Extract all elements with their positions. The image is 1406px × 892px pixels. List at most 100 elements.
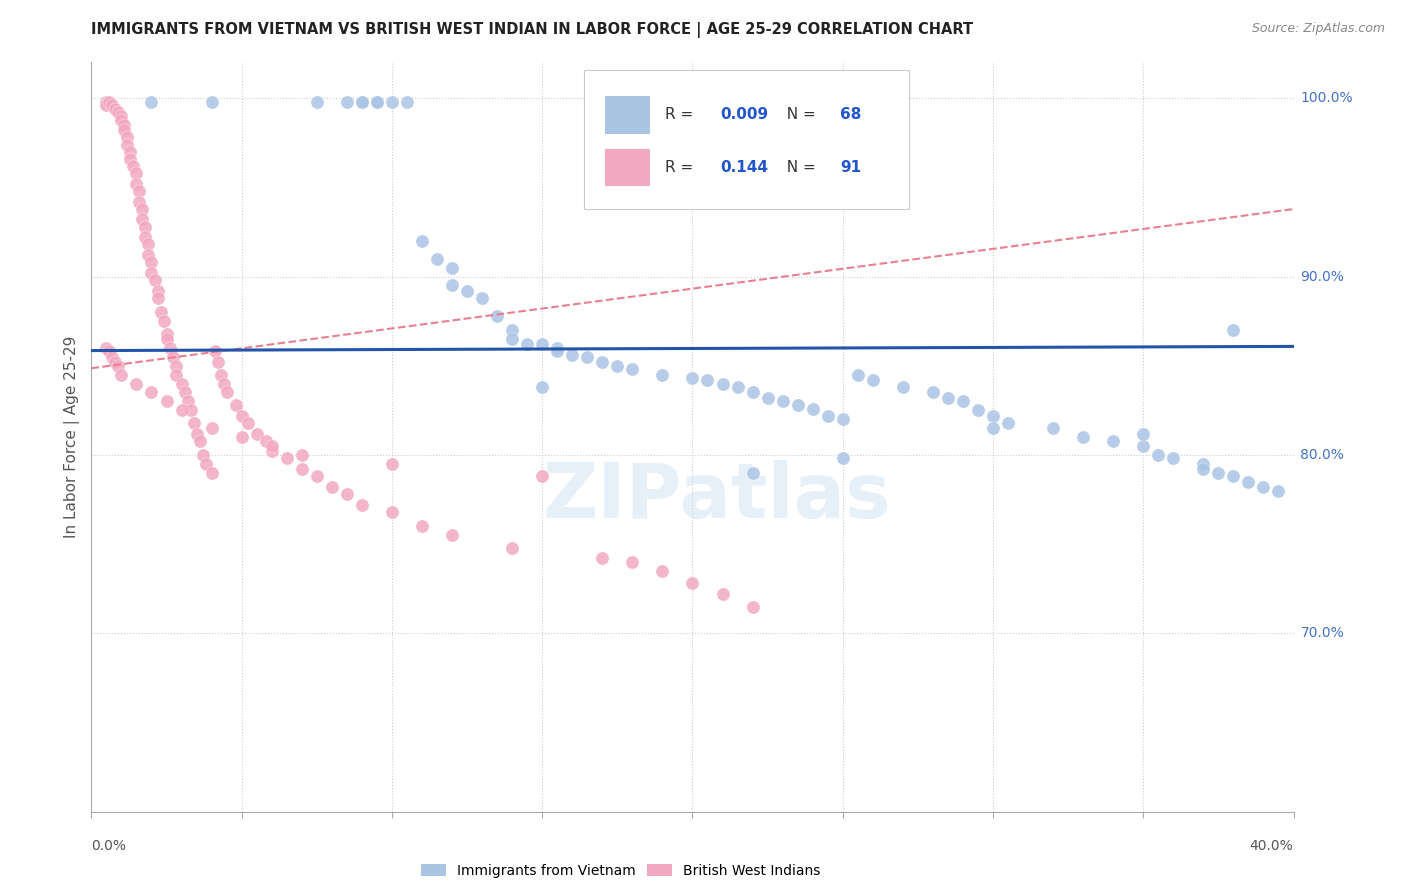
Point (1237, 475, 1260, 489)
Point (107, 105, 129, 120)
Point (336, 487, 359, 501)
Point (254, 434, 277, 448)
Text: 68: 68 (841, 107, 862, 122)
Point (1192, 457, 1215, 471)
Point (215, 385, 238, 400)
Point (141, 385, 163, 400)
Point (1253, 480, 1275, 494)
Point (741, 385, 763, 400)
Point (772, 394, 794, 409)
Point (149, 305, 172, 319)
Point (180, 403, 202, 417)
Point (128, 184, 150, 198)
Point (456, 284, 478, 298)
Point (128, 194, 150, 209)
Point (1222, 469, 1244, 483)
Text: 40.0%: 40.0% (1250, 839, 1294, 854)
Point (651, 368, 673, 382)
FancyBboxPatch shape (585, 70, 908, 209)
Point (621, 555, 644, 569)
Point (110, 368, 132, 382)
Point (486, 309, 509, 323)
Point (260, 439, 283, 453)
Text: N =: N = (776, 160, 820, 175)
Point (114, 123, 136, 137)
Text: 70.0%: 70.0% (1301, 626, 1344, 640)
Point (711, 587, 734, 601)
Point (212, 376, 235, 391)
Point (952, 394, 974, 409)
Point (159, 341, 181, 355)
Point (381, 505, 404, 519)
Point (936, 391, 959, 405)
Legend: Immigrants from Vietnam, British West Indians: Immigrants from Vietnam, British West In… (415, 858, 825, 883)
Y-axis label: In Labor Force | Age 25-29: In Labor Force | Age 25-29 (65, 336, 80, 538)
Point (98, 95, 121, 109)
Point (305, 95, 328, 109)
Bar (605, 96, 651, 134)
Point (1042, 421, 1064, 435)
Point (204, 344, 226, 359)
Text: 90.0%: 90.0% (1301, 269, 1344, 284)
Point (711, 376, 734, 391)
Point (1267, 483, 1289, 498)
Point (96, 98, 118, 112)
Point (120, 145, 142, 159)
Point (651, 564, 673, 578)
Point (997, 416, 1019, 430)
Point (122, 159, 145, 173)
Point (516, 337, 538, 351)
Point (146, 284, 169, 298)
Point (201, 421, 224, 435)
Point (170, 376, 193, 391)
Point (696, 373, 718, 387)
Point (531, 469, 554, 483)
Text: 0.144: 0.144 (720, 160, 768, 175)
Point (125, 166, 148, 180)
Point (1192, 462, 1215, 476)
Point (395, 95, 418, 109)
Point (131, 212, 153, 227)
Point (471, 291, 494, 305)
Point (98, 344, 121, 359)
Text: Source: ZipAtlas.com: Source: ZipAtlas.com (1251, 22, 1385, 36)
Text: ZIPatlas: ZIPatlas (543, 460, 891, 534)
Point (201, 95, 224, 109)
Point (201, 466, 224, 480)
Point (101, 98, 124, 112)
Point (117, 137, 139, 152)
Point (922, 385, 945, 400)
Text: 0.009: 0.009 (720, 107, 768, 122)
Point (381, 457, 404, 471)
Point (501, 323, 523, 337)
Point (246, 426, 269, 441)
Point (591, 355, 613, 369)
Point (152, 314, 174, 328)
Text: IMMIGRANTS FROM VIETNAM VS BRITISH WEST INDIAN IN LABOR FORCE | AGE 25-29 CORREL: IMMIGRANTS FROM VIETNAM VS BRITISH WEST … (91, 22, 973, 38)
Point (411, 234, 433, 248)
Point (741, 466, 763, 480)
Point (173, 385, 195, 400)
Point (162, 350, 184, 364)
Point (291, 448, 314, 462)
Point (125, 177, 148, 191)
Point (350, 498, 373, 512)
Point (165, 368, 187, 382)
Point (681, 371, 703, 385)
Point (1132, 439, 1154, 453)
Point (1071, 430, 1094, 444)
Point (817, 409, 839, 423)
Point (981, 421, 1004, 435)
Point (155, 394, 177, 409)
Point (141, 95, 163, 109)
Point (291, 462, 314, 476)
Point (276, 451, 298, 466)
Point (117, 130, 139, 145)
Point (426, 252, 449, 266)
Point (146, 291, 169, 305)
Point (186, 426, 208, 441)
Point (96, 341, 118, 355)
Point (891, 380, 914, 394)
Point (981, 409, 1004, 423)
Point (143, 273, 166, 287)
